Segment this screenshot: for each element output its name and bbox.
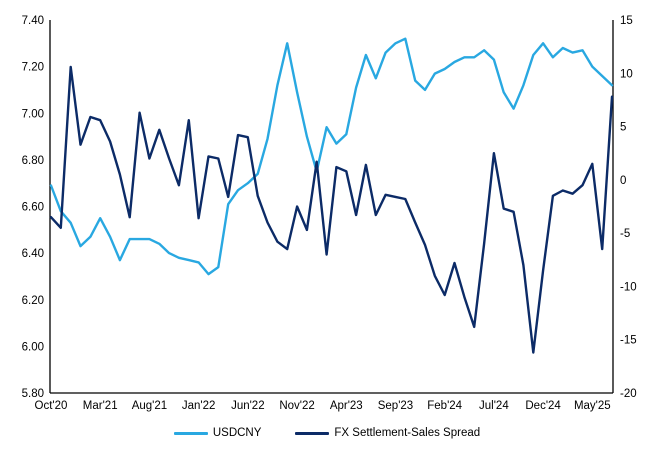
x-axis-tick: May'25	[574, 400, 611, 412]
left-axis-tick: 6.40	[22, 248, 44, 260]
legend-label-spread: FX Settlement-Sales Spread	[334, 427, 481, 439]
x-axis-tick: Jun'22	[231, 400, 265, 412]
right-axis-tick: -5	[620, 228, 630, 240]
chart-legend: USDCNY FX Settlement-Sales Spread	[0, 420, 654, 446]
left-axis-tick: 7.40	[22, 15, 44, 27]
x-axis-tick: Jan'22	[182, 400, 216, 412]
x-axis-tick: Dec'24	[525, 400, 561, 412]
series-line-1	[49, 65, 614, 354]
left-axis-tick: 5.80	[22, 388, 44, 400]
right-axis-tick: 0	[620, 175, 626, 187]
right-axis-tick: 10	[620, 68, 633, 80]
left-axis-tick: 6.00	[22, 341, 44, 353]
left-axis-tick: 7.00	[22, 108, 44, 120]
x-axis-tick: Sep'23	[378, 400, 413, 412]
legend-item-spread: FX Settlement-Sales Spread	[295, 427, 480, 439]
left-axis-tick: 6.60	[22, 202, 44, 214]
right-axis-tick: -20	[620, 388, 637, 400]
fx-chart-svg: 7.40 7.20 7.00 6.80 6.60 6.40 6.20 6.00 5.80 15 10…	[22, 15, 637, 412]
x-axis-tick: Apr'23	[330, 400, 363, 412]
legend-item-usdcny: USDCNY	[173, 427, 262, 439]
x-axis-tick: Aug'21	[132, 400, 167, 412]
left-axis-tick: 6.20	[22, 295, 44, 307]
x-axis-tick: Oct'20	[35, 400, 68, 412]
left-axis-tick: 7.20	[22, 62, 44, 74]
legend-label-usdcny: USDCNY	[212, 427, 262, 439]
right-axis-tick: 15	[620, 15, 633, 27]
series-line-0	[49, 37, 614, 276]
x-axis-tick: Nov'22	[279, 400, 314, 412]
right-axis-tick: -10	[620, 281, 637, 293]
spread-line-swatch	[295, 431, 330, 435]
usdcny-line-swatch	[173, 431, 208, 435]
x-axis-tick: Jul'24	[479, 400, 509, 412]
right-axis-tick: 5	[620, 122, 626, 134]
right-axis-tick: -15	[620, 335, 637, 347]
x-axis-tick: Feb'24	[427, 400, 462, 412]
x-axis-tick: Mar'21	[83, 400, 118, 412]
left-axis-tick: 6.80	[22, 155, 44, 167]
